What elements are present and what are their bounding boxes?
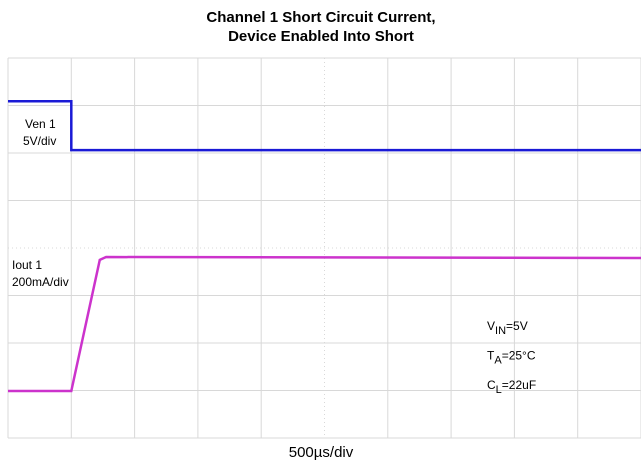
annotation-sub: L	[496, 384, 502, 396]
trace-scale: 200mA/div	[12, 275, 69, 289]
trace-scale: 5V/div	[23, 134, 56, 148]
annotation: TA=25°C	[487, 349, 536, 367]
chart-title: Device Enabled Into Short	[228, 28, 414, 45]
trace	[8, 255, 641, 393]
trace	[8, 99, 641, 152]
annotation-rest: =5V	[506, 319, 528, 333]
annotation-rest: =22uF	[502, 378, 536, 392]
trace-label: Ven 1	[25, 117, 56, 131]
annotation-sub: IN	[495, 325, 506, 337]
annotation-main: V	[487, 319, 495, 333]
trace-label: Iout 1	[12, 258, 42, 272]
annotation-rest: =25°C	[502, 349, 536, 363]
annotation-sub: A	[494, 354, 502, 366]
annotation: CL=22uF	[487, 378, 536, 396]
annotation-main: T	[487, 349, 495, 363]
x-axis-label: 500µs/div	[289, 444, 354, 461]
annotation: VIN=5V	[487, 319, 528, 337]
chart-title: Channel 1 Short Circuit Current,	[206, 9, 435, 26]
annotation-main: C	[487, 378, 496, 392]
